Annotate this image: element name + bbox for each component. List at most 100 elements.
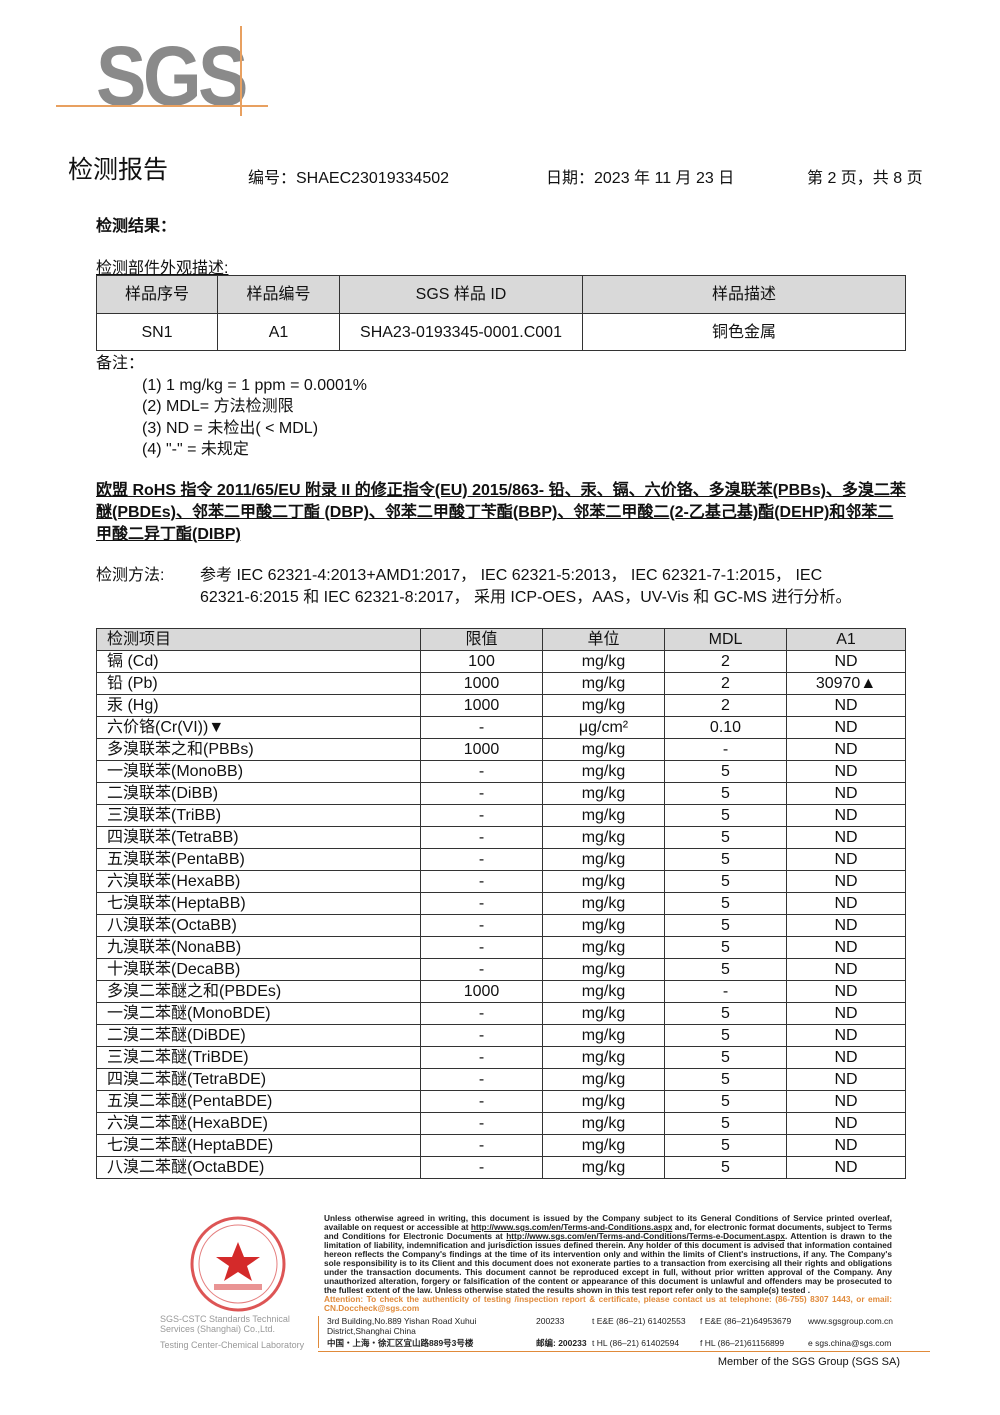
mdl-cell: 5 [664,1068,787,1091]
unit-cell: mg/kg [542,760,665,783]
table-row: 六溴联苯(HexaBB) - mg/kg 5 ND [96,870,906,893]
e-document-terms-link[interactable]: http://www.sgs.com/en/Terms-and-Conditio… [506,1231,785,1241]
disclaimer-text: Unless otherwise agreed in writing, this… [324,1213,892,1232]
limit-cell: 1000 [420,980,543,1003]
limit-cell: 1000 [420,694,543,717]
unit-cell: mg/kg [542,892,665,915]
unit-cell: mg/kg [542,650,665,673]
limit-cell: - [420,1134,543,1157]
report-date: 日期：2023 年 11 月 23 日 [546,170,735,187]
limit-cell: - [420,1002,543,1025]
result-cell: ND [786,826,906,849]
cell: SHA23-0193345-0001.C001 [339,313,583,351]
table-row: 一溴二苯醚(MonoBDE) - mg/kg 5 ND [96,1002,906,1025]
result-cell: ND [786,1002,906,1025]
mdl-cell: 5 [664,848,787,871]
phone-ee: t E&E (86–21) 61402553 [592,1316,686,1326]
result-cell: 30970▲ [786,672,906,695]
mdl-cell: 0.10 [664,716,787,739]
item-cell: 五溴二苯醚(PentaBDE) [96,1090,421,1113]
footer-address-block: 3rd Building,No.889 Yishan Road Xuhui Di… [318,1316,900,1348]
limit-cell: - [420,1090,543,1113]
table-row: 八溴联苯(OctaBB) - mg/kg 5 ND [96,914,906,937]
unit-cell: mg/kg [542,1134,665,1157]
mdl-cell: 5 [664,1156,787,1179]
result-cell: ND [786,782,906,805]
table-row: 五溴联苯(PentaBB) - mg/kg 5 ND [96,848,906,871]
unit-cell: mg/kg [542,980,665,1003]
mdl-cell: 5 [664,826,787,849]
item-cell: 八溴联苯(OctaBB) [96,914,421,937]
limit-cell: 1000 [420,672,543,695]
footer: Unless otherwise agreed in writing, this… [318,1213,930,1368]
address-cn: 中国・上海・徐汇区宜山路889号3号楼 [327,1338,474,1348]
header-cell: MDL [664,628,787,651]
unit-cell: mg/kg [542,1024,665,1047]
company-lab-name: Testing Center-Chemical Laboratory [160,1340,305,1350]
fax-hl: f HL (86–21)61156899 [700,1338,785,1348]
note-item: (1) 1 mg/kg = 1 ppm = 0.0001% [142,376,368,394]
disclaimer-text: and, for electronic format documents, su… [324,1222,892,1241]
header-cell: 限值 [420,628,543,651]
item-cell: 镉 (Cd) [96,650,421,673]
mdl-cell: 2 [664,650,787,673]
table-row: 七溴二苯醚(HeptaBDE) - mg/kg 5 ND [96,1134,906,1157]
unit-cell: mg/kg [542,804,665,827]
mdl-cell: 5 [664,1002,787,1025]
table-row: 铅 (Pb) 1000 mg/kg 2 30970▲ [96,672,906,695]
unit-cell: mg/kg [542,826,665,849]
method-line: 参考 IEC 62321-4:2013+AMD1:2017， IEC 62321… [200,567,823,584]
limit-cell: - [420,848,543,871]
item-cell: 七溴二苯醚(HeptaBDE) [96,1134,421,1157]
table-row: 四溴二苯醚(TetraBDE) - mg/kg 5 ND [96,1068,906,1091]
mdl-cell: 2 [664,694,787,717]
notes-label: 备注： [96,355,145,372]
result-cell: ND [786,1134,906,1157]
unit-cell: mg/kg [542,738,665,761]
item-cell: 二溴二苯醚(DiBDE) [96,1024,421,1047]
table-row: 五溴二苯醚(PentaBDE) - mg/kg 5 ND [96,1090,906,1113]
item-cell: 多溴二苯醚之和(PBDEs) [96,980,421,1003]
item-cell: 九溴联苯(NonaBB) [96,936,421,959]
result-cell: ND [786,650,906,673]
phone-hl: t HL (86–21) 61402594 [592,1338,680,1348]
header-cell: SGS 样品 ID [339,275,583,314]
table-row: 三溴二苯醚(TriBDE) - mg/kg 5 ND [96,1046,906,1069]
item-cell: 十溴联苯(DecaBB) [96,958,421,981]
table-row: 六价铬(Cr(VI))▼ - μg/cm² 0.10 ND [96,716,906,739]
table-row: 汞 (Hg) 1000 mg/kg 2 ND [96,694,906,717]
item-cell: 五溴联苯(PentaBB) [96,848,421,871]
sgs-logo: SGS [96,29,248,123]
terms-link[interactable]: http://www.sgs.com/en/Terms-and-Conditio… [470,1222,673,1232]
unit-cell: mg/kg [542,672,665,695]
item-cell: 三溴联苯(TriBB) [96,804,421,827]
mdl-cell: 5 [664,760,787,783]
fax-ee: f E&E (86–21)64953679 [700,1316,792,1326]
limit-cell: - [420,1112,543,1135]
sgs-member-text: Member of the SGS Group (SGS SA) [717,1356,900,1368]
unit-cell: mg/kg [542,1046,665,1069]
note-item: (4) "-" = 未规定 [142,441,249,458]
limit-cell: - [420,1024,543,1047]
website: www.sgsgroup.com.cn [808,1316,894,1326]
unit-cell: mg/kg [542,782,665,805]
limit-cell: - [420,826,543,849]
unit-cell: mg/kg [542,848,665,871]
table-row: 多溴二苯醚之和(PBDEs) 1000 mg/kg - ND [96,980,906,1003]
sample-table-header: 样品序号 样品编号 SGS 样品 ID 样品描述 [96,275,906,314]
mdl-cell: 5 [664,870,787,893]
result-cell: ND [786,1068,906,1091]
limit-cell: - [420,870,543,893]
item-cell: 一溴二苯醚(MonoBDE) [96,1002,421,1025]
table-row: 镉 (Cd) 100 mg/kg 2 ND [96,650,906,673]
unit-cell: mg/kg [542,1156,665,1179]
unit-cell: mg/kg [542,1112,665,1135]
limit-cell: - [420,914,543,937]
limit-cell: - [420,958,543,981]
postcode-cn: 邮编: 200233 [536,1338,587,1348]
header-cell: 样品描述 [582,275,906,314]
mdl-cell: - [664,738,787,761]
limit-cell: - [420,1156,543,1179]
header-cell: 单位 [542,628,665,651]
result-cell: ND [786,936,906,959]
